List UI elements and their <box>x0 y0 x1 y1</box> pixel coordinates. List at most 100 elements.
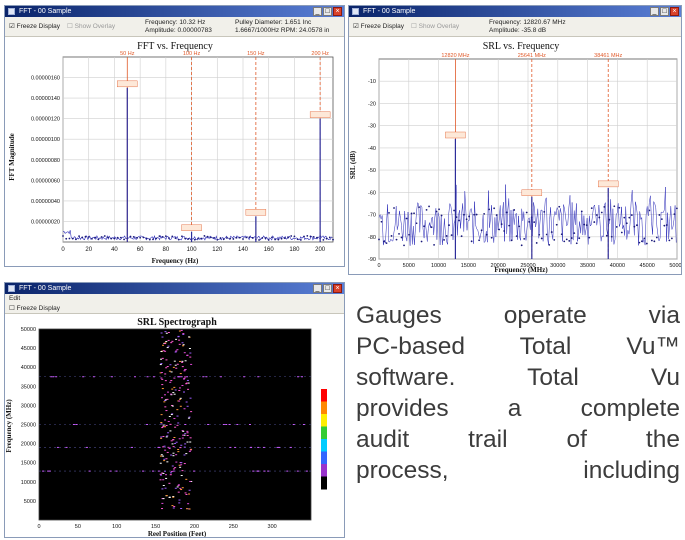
srl-data-point <box>625 222 628 225</box>
spectrograph-cell <box>165 410 168 412</box>
minimize-button[interactable]: _ <box>313 284 322 293</box>
srl-data-point <box>455 216 458 219</box>
srl-data-point <box>643 237 646 240</box>
fft-window-titlebar[interactable]: FFT - 00 Sample _ □ × <box>5 6 344 17</box>
maximize-button[interactable]: □ <box>323 284 332 293</box>
spectrograph-cell <box>162 498 165 500</box>
spectrograph-cell <box>179 398 182 400</box>
srl-x-tick-label: 45000 <box>640 263 655 269</box>
srl-data-point <box>575 242 578 245</box>
menu-edit[interactable]: Edit <box>9 295 21 302</box>
maximize-button[interactable]: □ <box>323 7 332 16</box>
spectrograph-chart[interactable]: SRL Spectrograph Reel Position (Feet) Fr… <box>5 314 344 538</box>
spectrograph-cell <box>157 470 160 472</box>
caption-line: PC-based Total Vu™ <box>356 333 680 360</box>
spectrograph-cell <box>177 451 180 453</box>
spectrograph-cell <box>65 446 68 448</box>
spectrograph-cell <box>276 446 279 448</box>
show-overlay-checkbox[interactable]: ☐ Show Overlay <box>411 23 460 30</box>
spectrograph-cell <box>286 470 289 472</box>
fft-y-tick-label: 0.00000140 <box>31 96 60 102</box>
srl-y-tick-label: -60 <box>368 190 376 196</box>
spectrograph-cell <box>177 484 180 486</box>
srl-data-point <box>473 213 476 216</box>
srl-x-tick-label: 20000 <box>491 263 506 269</box>
fft-y-tick-label: 0.00000020 <box>31 219 60 225</box>
fft-data-point <box>94 236 97 239</box>
spectrograph-cell <box>166 461 169 463</box>
spectrograph-y-tick-label: 45000 <box>21 346 36 352</box>
srl-data-point <box>613 205 616 208</box>
srl-data-point <box>588 236 591 239</box>
spectrograph-cell <box>179 487 182 489</box>
show-overlay-checkbox[interactable]: ☐ Show Overlay <box>67 23 116 30</box>
srl-data-point <box>463 213 466 216</box>
srl-data-point <box>583 223 586 226</box>
spectrograph-cell <box>205 376 208 378</box>
freeze-display-checkbox[interactable]: ☐ Freeze Display <box>9 305 60 312</box>
srl-data-point <box>558 205 561 208</box>
srl-data-point <box>410 212 413 215</box>
srl-data-point <box>565 238 568 241</box>
maximize-button[interactable]: □ <box>660 7 669 16</box>
close-button[interactable]: × <box>670 7 679 16</box>
fft-data-point <box>325 237 328 240</box>
srl-data-point <box>550 231 553 233</box>
srl-x-tick-label: 40000 <box>610 263 625 269</box>
spectrograph-cell <box>184 369 187 371</box>
spectrograph-cell <box>55 376 58 378</box>
spectrograph-cell <box>175 454 178 456</box>
srl-x-tick-label: 50000 <box>669 263 681 269</box>
fft-data-point <box>65 237 68 240</box>
srl-data-point <box>650 239 653 242</box>
spectrograph-cell <box>184 424 187 425</box>
close-button[interactable]: × <box>333 7 342 16</box>
srl-toolbar: ☑ Freeze Display ☐ Show Overlay Frequenc… <box>349 17 681 37</box>
fft-data-point <box>200 237 203 240</box>
spectrograph-cell <box>188 493 191 495</box>
spectrograph-cell <box>164 399 167 401</box>
spectrograph-cell <box>109 470 112 472</box>
fft-data-point <box>309 235 312 238</box>
caption-line: provides a complete <box>356 395 680 422</box>
pulley-diameter-readout: Pulley Diameter: 1.651 Inc <box>235 19 312 26</box>
spectrograph-cell <box>159 462 162 464</box>
spectrograph-cell <box>178 502 181 504</box>
srl-data-point <box>610 235 613 238</box>
srl-data-point <box>675 207 678 210</box>
spectrograph-cell <box>165 340 168 342</box>
spectrograph-cell <box>183 446 186 448</box>
fft-data-point <box>119 236 122 239</box>
minimize-button[interactable]: _ <box>313 7 322 16</box>
fft-x-axis-label: Frequency (Hz) <box>152 257 199 265</box>
srl-data-point <box>510 239 513 242</box>
spectrograph-cell <box>170 371 173 373</box>
fft-chart-title: FFT vs. Frequency <box>137 41 213 52</box>
frequency-readout: Frequency: 10.32 Hz <box>145 19 206 26</box>
spectrograph-cell <box>164 331 167 333</box>
srl-data-point <box>555 223 558 226</box>
spectrograph-cell <box>207 424 210 425</box>
freeze-display-checkbox[interactable]: ☑ Freeze Display <box>353 23 404 30</box>
close-button[interactable]: × <box>333 284 342 293</box>
srl-chart[interactable]: SRL vs. Frequency Frequency (MHz) SRL (d… <box>349 37 681 275</box>
fft-chart[interactable]: FFT vs. Frequency Frequency (Hz) FFT Mag… <box>5 37 344 267</box>
spectrograph-cell <box>160 414 163 416</box>
spectrograph-cell <box>176 415 179 417</box>
srl-peak-tag <box>598 180 619 188</box>
fft-data-point <box>258 239 260 241</box>
freeze-display-checkbox[interactable]: ☑ Freeze Display <box>9 23 60 30</box>
srl-window-titlebar[interactable]: FFT - 00 Sample _ □ × <box>349 6 681 17</box>
spectrograph-cell <box>292 424 295 425</box>
fft-data-point <box>84 235 87 238</box>
spectrograph-cell <box>172 439 175 441</box>
minimize-button[interactable]: _ <box>650 7 659 16</box>
fft-data-point <box>209 236 212 239</box>
fft-data-point <box>216 238 219 241</box>
fft-x-tick-label: 20 <box>85 247 92 253</box>
spectrograph-cell <box>178 390 181 392</box>
srl-data-point <box>453 209 455 212</box>
spectrograph-cell <box>182 378 185 380</box>
fft-data-point <box>152 238 154 241</box>
spectrograph-window-titlebar[interactable]: FFT - 00 Sample _ □ × <box>5 283 344 294</box>
